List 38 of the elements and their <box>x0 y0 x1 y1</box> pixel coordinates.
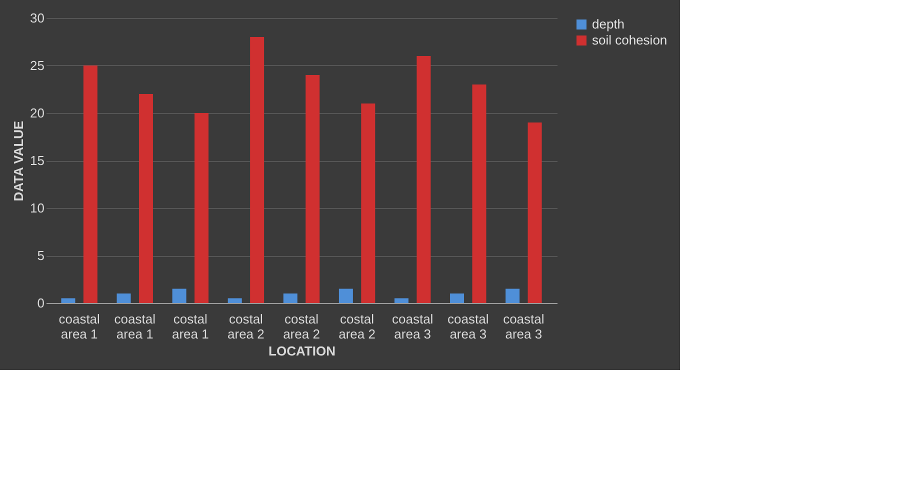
x-tick-label: costal area 2 <box>283 312 320 342</box>
bar <box>338 288 353 303</box>
bar <box>506 288 520 303</box>
y-axis-title: DATA VALUE <box>11 120 26 202</box>
x-tick-label: coastal area 1 <box>58 312 100 342</box>
y-tick-label: 30 <box>30 10 44 26</box>
bar <box>83 66 98 303</box>
bar <box>416 56 431 303</box>
bar <box>172 288 186 303</box>
x-tick-label: costal area 2 <box>228 312 264 342</box>
bar <box>228 298 242 303</box>
bar <box>472 84 486 303</box>
bar <box>283 294 298 303</box>
bar <box>138 94 153 303</box>
bar <box>250 37 264 303</box>
x-tick-label: coastal area 1 <box>114 312 156 342</box>
bar <box>450 294 464 303</box>
bar <box>116 294 131 303</box>
bar <box>61 298 76 303</box>
x-tick-label: coastal area 3 <box>503 312 544 342</box>
legend-label: depth <box>592 16 625 32</box>
y-tick-label: 25 <box>30 58 44 73</box>
x-tick-label: coastal area 3 <box>392 312 434 342</box>
y-tick-label: 5 <box>37 248 44 263</box>
legend-label: soil cohesion <box>592 32 668 48</box>
y-tick-label: 20 <box>30 106 44 120</box>
y-tick-label: 0 <box>37 296 44 310</box>
x-tick-label: costal area 1 <box>172 312 209 342</box>
bar <box>194 113 209 303</box>
x-axis-title: LOCATION <box>268 344 336 358</box>
x-tick-label: costal area 2 <box>338 312 376 342</box>
bar <box>528 122 542 303</box>
bar <box>306 75 320 303</box>
bar <box>394 298 408 303</box>
bar <box>361 104 376 303</box>
x-tick-label: coastal area 3 <box>448 312 489 342</box>
y-tick-label: 15 <box>30 153 44 168</box>
y-tick-label: 10 <box>30 200 44 216</box>
